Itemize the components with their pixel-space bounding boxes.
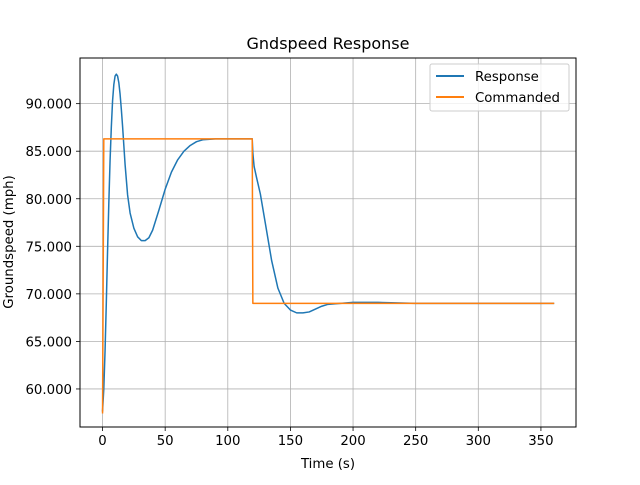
legend: Response Commanded [429,63,570,112]
series-lines [101,73,555,414]
y-tick-label: 85.000 [25,145,72,160]
x-tick-label: 300 [466,434,491,449]
x-axis-label: Time (s) [300,457,355,472]
plot-area-frame [79,57,577,428]
series-line-response [101,73,555,412]
plot-area-background [80,58,576,427]
x-tick-label: 0 [98,434,106,449]
y-tick-label: 70.000 [25,288,72,303]
axis-ticks: 0 50 100 150 200 250 300 350 60.000 65.000 70.000 7… [25,98,553,449]
x-tick-label: 50 [157,434,174,449]
y-tick-label: 60.000 [25,383,72,398]
y-tick-label: 75.000 [25,240,72,255]
x-tick-label: 200 [340,434,365,449]
x-tick-label: 250 [403,434,428,449]
grid-lines [80,58,576,427]
legend-label-commanded: Commanded [475,91,560,106]
y-axis-label: Groundspeed (mph) [2,175,17,309]
y-tick-label: 80.000 [25,193,72,208]
x-tick-label: 150 [278,434,303,449]
legend-label-response: Response [475,70,539,85]
y-tick-label: 65.000 [25,335,72,350]
y-tick-label: 90.000 [25,98,72,113]
chart-title: Gndspeed Response [247,34,410,53]
legend-box [429,63,570,112]
series-line-commanded [101,138,555,414]
x-tick-label: 350 [528,434,553,449]
x-tick-label: 100 [215,434,240,449]
